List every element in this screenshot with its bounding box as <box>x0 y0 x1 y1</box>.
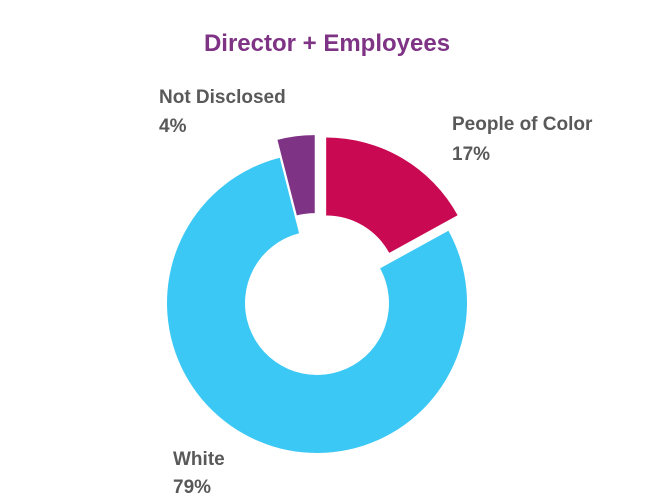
slice-white <box>167 157 468 453</box>
slice-value-not-disclosed: 4% <box>159 116 187 137</box>
slice-not-disclosed <box>277 135 315 216</box>
slice-label-white: White <box>173 449 225 470</box>
slice-people-of-color <box>326 137 458 253</box>
donut-slices <box>167 135 468 453</box>
slice-value-people-of-color: 17% <box>452 144 490 165</box>
slice-value-white: 79% <box>173 477 211 498</box>
slice-label-people-of-color: People of Color <box>452 114 593 135</box>
slice-label-not-disclosed: Not Disclosed <box>159 87 286 108</box>
chart-title: Director + Employees <box>204 30 450 57</box>
